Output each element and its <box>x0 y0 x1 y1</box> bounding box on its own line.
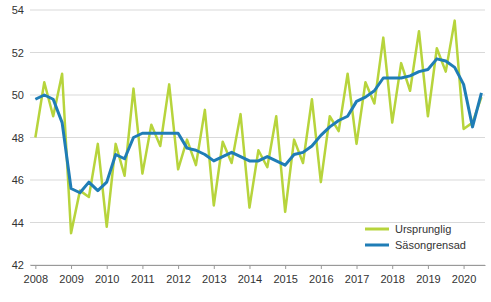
grid-line <box>30 180 485 181</box>
grid <box>30 10 485 265</box>
y-axis-line <box>30 11 31 266</box>
lines <box>35 21 481 234</box>
x-tick: 2013 <box>202 265 226 285</box>
x-axis-line <box>31 265 486 266</box>
x-tick: 2015 <box>273 265 297 285</box>
x-tick-label: 2016 <box>309 273 333 285</box>
y-tick: 54 <box>12 4 30 16</box>
x-tick-mark <box>392 265 393 269</box>
legend-label: Ursprunglig <box>395 223 451 235</box>
series-line <box>35 21 481 234</box>
x-tick: 2014 <box>238 265 262 285</box>
x-tick-mark <box>285 265 286 269</box>
x-tick-mark <box>71 265 72 269</box>
y-axis: 42 44 46 48 50 52 54 <box>12 4 31 271</box>
y-tick-label: 44 <box>12 217 24 229</box>
grid-line <box>30 95 485 96</box>
x-tick: 2009 <box>59 265 83 285</box>
x-tick-mark <box>214 265 215 269</box>
grid-line <box>30 137 485 138</box>
x-tick-label: 2014 <box>238 273 262 285</box>
legend-swatch <box>365 228 389 231</box>
x-tick-label: 2017 <box>345 273 369 285</box>
x-tick-label: 2010 <box>95 273 119 285</box>
x-tick: 2020 <box>452 265 476 285</box>
y-tick-label: 46 <box>12 174 24 186</box>
x-tick-label: 2008 <box>24 273 48 285</box>
x-tick-label: 2011 <box>131 273 155 285</box>
legend-label: Säsongrensad <box>395 239 466 251</box>
x-tick-label: 2020 <box>452 273 476 285</box>
x-tick-mark <box>464 265 465 269</box>
x-tick: 2016 <box>309 265 333 285</box>
series-line <box>35 59 481 193</box>
x-tick: 2019 <box>416 265 440 285</box>
x-tick: 2017 <box>345 265 369 285</box>
x-tick-mark <box>321 265 322 269</box>
y-tick-label: 52 <box>12 47 24 59</box>
y-tick: 52 <box>12 47 30 59</box>
plot: 4244464850525420082009201020112012201320… <box>12 4 486 285</box>
x-tick: 2012 <box>166 265 190 285</box>
chart: 4244464850525420082009201020112012201320… <box>0 0 491 302</box>
y-tick: 48 <box>12 132 30 144</box>
y-tick: 42 <box>12 259 30 271</box>
x-tick-mark <box>142 265 143 269</box>
y-tick: 46 <box>12 174 30 186</box>
y-tick-label: 42 <box>12 259 24 271</box>
x-tick-mark <box>428 265 429 269</box>
y-tick: 44 <box>12 217 30 229</box>
y-tick: 50 <box>12 89 30 101</box>
y-tick-label: 48 <box>12 132 24 144</box>
x-tick: 2010 <box>95 265 119 285</box>
x-tick-label: 2013 <box>202 273 226 285</box>
x-tick: 2008 <box>24 265 48 285</box>
y-tick-label: 50 <box>12 89 24 101</box>
x-tick-mark <box>249 265 250 269</box>
x-tick-label: 2018 <box>380 273 404 285</box>
x-tick-label: 2015 <box>273 273 297 285</box>
y-tick-label: 54 <box>12 4 24 16</box>
x-tick-label: 2009 <box>59 273 83 285</box>
x-tick: 2011 <box>131 265 155 285</box>
x-tick-mark <box>178 265 179 269</box>
grid-line <box>30 10 485 11</box>
x-tick-mark <box>357 265 358 269</box>
legend: Ursprunglig Säsongrensad <box>365 223 466 251</box>
x-tick-mark <box>107 265 108 269</box>
legend-swatch <box>365 244 389 247</box>
x-axis: 2008 2009 2010 2011 2012 2013 2014 2015 2016 2017… <box>24 265 486 285</box>
x-tick: 2018 <box>380 265 404 285</box>
grid-line <box>30 265 485 266</box>
x-tick-label: 2019 <box>416 273 440 285</box>
x-tick-label: 2012 <box>166 273 190 285</box>
x-tick-mark <box>35 265 36 269</box>
